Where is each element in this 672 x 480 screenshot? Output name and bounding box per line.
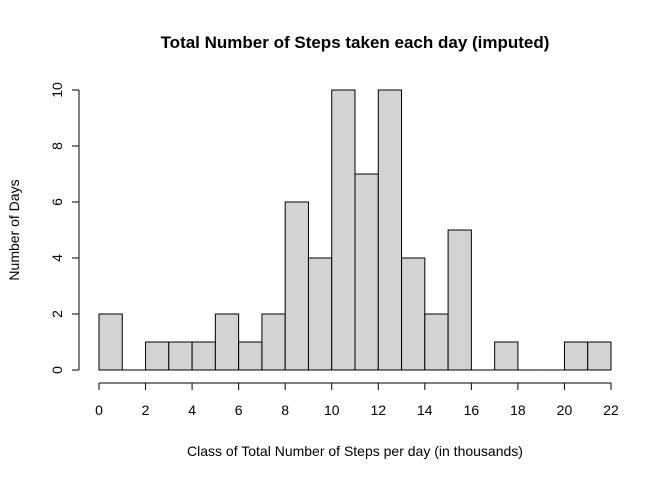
y-tick-label: 10 bbox=[49, 82, 65, 98]
histogram-bar bbox=[214, 313, 240, 371]
x-tick-label: 20 bbox=[557, 402, 573, 418]
x-tick-label: 4 bbox=[188, 402, 196, 418]
x-tick-label: 8 bbox=[281, 402, 289, 418]
histogram-bar bbox=[494, 341, 519, 371]
histogram-bar bbox=[238, 341, 263, 371]
histogram-bar bbox=[191, 341, 216, 371]
y-tick-label: 6 bbox=[49, 198, 65, 206]
x-tick-label: 2 bbox=[142, 402, 150, 418]
y-tick-label: 0 bbox=[49, 366, 65, 374]
histogram-bar bbox=[284, 201, 309, 371]
histogram-bar bbox=[563, 341, 589, 371]
x-tick-label: 22 bbox=[603, 402, 619, 418]
histogram-bar bbox=[98, 313, 123, 371]
y-tick-label: 8 bbox=[49, 142, 65, 150]
chart-title: Total Number of Steps taken each day (im… bbox=[161, 33, 550, 52]
x-tick-label: 18 bbox=[510, 402, 526, 418]
y-axis-label: Number of Days bbox=[6, 179, 22, 280]
x-tick-label: 0 bbox=[95, 402, 103, 418]
histogram-bar bbox=[354, 173, 379, 371]
histogram-bar bbox=[145, 341, 170, 371]
x-tick-label: 12 bbox=[370, 402, 386, 418]
histogram-bar bbox=[307, 257, 333, 371]
histogram-bar bbox=[447, 229, 472, 371]
histogram-bar bbox=[377, 89, 403, 371]
bars-group bbox=[98, 89, 612, 371]
y-tick-label: 2 bbox=[49, 310, 65, 318]
x-tick-label: 14 bbox=[417, 402, 433, 418]
x-tick-label: 6 bbox=[235, 402, 243, 418]
histogram-bar bbox=[424, 313, 449, 371]
histogram-bar bbox=[331, 89, 356, 371]
x-tick-label: 16 bbox=[464, 402, 480, 418]
y-axis: 0 2 4 6 8 10 bbox=[49, 82, 80, 374]
histogram-bar bbox=[401, 257, 426, 371]
histogram-bar bbox=[261, 313, 286, 371]
histogram-bar bbox=[587, 341, 612, 371]
x-axis: 0 2 4 6 8 10 12 14 16 18 20 22 bbox=[95, 382, 619, 418]
x-axis-label: Class of Total Number of Steps per day (… bbox=[187, 443, 523, 459]
y-tick-label: 4 bbox=[49, 254, 65, 262]
x-tick-label: 10 bbox=[324, 402, 340, 418]
histogram-bar bbox=[168, 341, 193, 371]
